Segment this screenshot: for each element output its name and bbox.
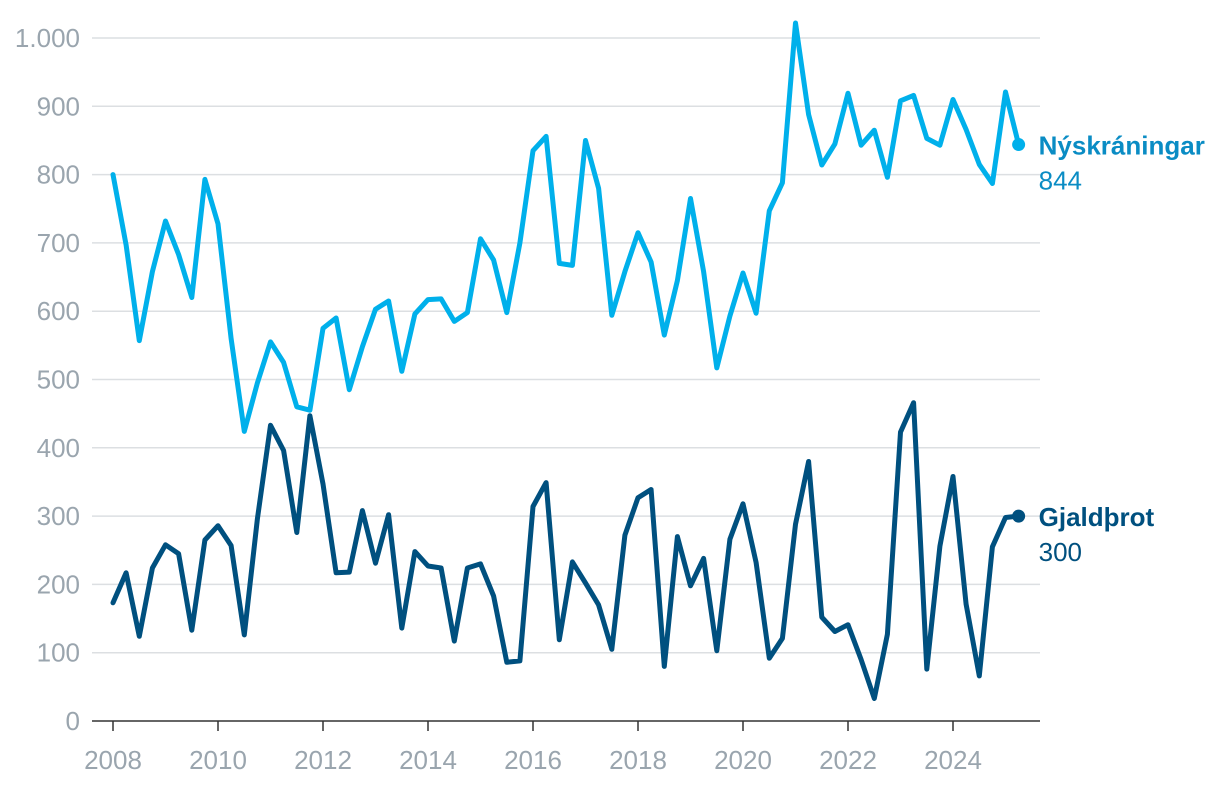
x-axis: 2008 2010 2012 2014 2016 2018 2020 2022 2024 [84,720,1040,775]
series-lines [110,20,1022,701]
y-tick-label: 800 [37,160,80,190]
series-end-marker-1 [1012,509,1026,523]
series-last-value-label: 300 [1039,537,1082,567]
y-tick-label: 1.000 [15,23,80,53]
y-tick-label: 200 [37,569,80,599]
series-name-label: Nýskráningar [1039,131,1205,161]
series-line-0 [110,20,1022,434]
x-tick-label: 2008 [84,745,142,775]
x-tick-label: 2016 [504,745,562,775]
y-tick-label: 500 [37,365,80,395]
y-tick-label: 100 [37,638,80,668]
x-tick-label: 2022 [819,745,877,775]
y-tick-label: 400 [37,433,80,463]
series-end-marker-0 [1012,138,1026,152]
x-tick-label: 2010 [189,745,247,775]
y-tick-label: 700 [37,228,80,258]
series-last-value-label: 844 [1039,166,1082,196]
x-tick-label: 2020 [714,745,772,775]
y-axis-ticks: 0 100 200 300 400 500 600 700 800 900 1.000 [15,23,80,736]
series-end-labels: Nýskráningar 844 Gjaldþrot 300 [1012,131,1205,567]
x-tick-label: 2012 [294,745,352,775]
y-tick-label: 300 [37,501,80,531]
x-tick-label: 2024 [924,745,982,775]
y-tick-label: 900 [37,91,80,121]
series-line-1 [110,400,1022,701]
x-tick-label: 2014 [399,745,457,775]
series-name-label: Gjaldþrot [1039,502,1155,532]
y-tick-label: 0 [66,706,80,736]
y-tick-label: 600 [37,296,80,326]
x-tick-label: 2018 [609,745,667,775]
